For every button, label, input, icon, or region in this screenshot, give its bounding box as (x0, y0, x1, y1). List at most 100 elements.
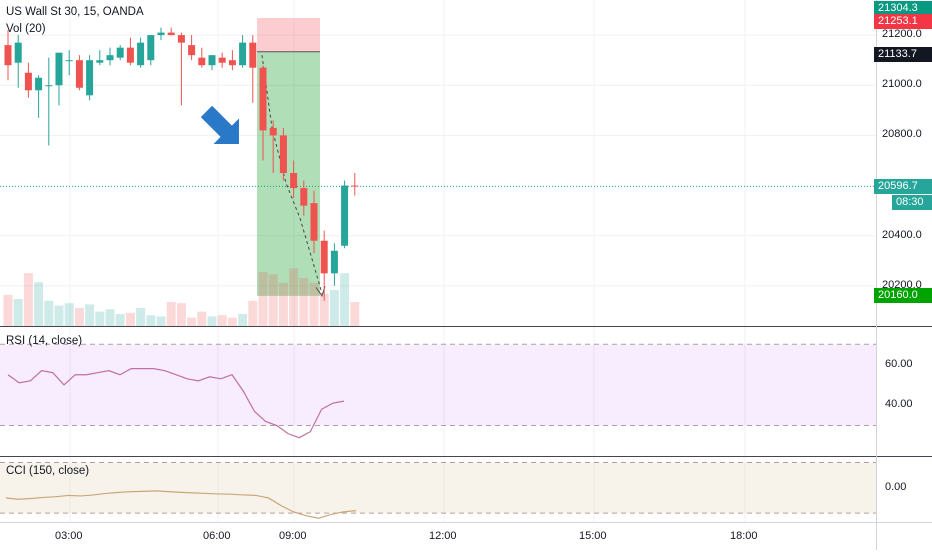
candle-body[interactable] (269, 127, 277, 136)
price-tag-stop[interactable]: 21253.1 (874, 14, 932, 30)
volume-bar (115, 314, 125, 326)
indicator-panes (0, 343, 876, 519)
volume-bar (340, 273, 350, 326)
volume-bar (95, 311, 105, 326)
candle-body[interactable] (300, 188, 308, 206)
volume-bar (3, 294, 13, 326)
arrow-shape (200, 105, 239, 144)
chart-title[interactable]: US Wall St 30, 15, OANDA (6, 6, 144, 18)
candle-body[interactable] (259, 67, 267, 131)
volume-bar (319, 293, 329, 326)
candle-body[interactable] (116, 47, 124, 58)
volume-bar (278, 282, 288, 326)
trend-path (261, 55, 323, 294)
price-tick-label: 21200.0 (882, 28, 922, 41)
rsi-legend[interactable]: RSI (14, close) (6, 335, 83, 347)
rsi-tick-label: 40.00 (885, 398, 913, 411)
candle-body[interactable] (320, 240, 328, 274)
volume-bar (23, 273, 33, 326)
candle-body[interactable] (65, 60, 73, 62)
volume-bar (156, 316, 166, 326)
candle-body[interactable] (239, 42, 247, 66)
arrow-annotation (200, 105, 239, 144)
cci-line (5, 490, 357, 519)
time-tick-label: 09:00 (279, 530, 307, 542)
candle-body[interactable] (45, 85, 53, 87)
candle-body[interactable] (35, 77, 43, 91)
candle-body[interactable] (157, 32, 165, 36)
candle-body[interactable] (96, 60, 104, 63)
candle-body[interactable] (147, 35, 155, 61)
candle-body[interactable] (208, 55, 216, 66)
candle-body[interactable] (228, 60, 236, 66)
stop-loss-zone (257, 18, 320, 52)
candle-body[interactable] (218, 57, 226, 63)
rsi-tick-label: 60.00 (885, 357, 913, 370)
volume-bar (197, 311, 207, 326)
time-tick-label: 06:00 (203, 530, 231, 542)
price-tag-entry[interactable]: 21133.7 (874, 47, 932, 63)
price-tag-target[interactable]: 20160.0 (874, 288, 932, 304)
candle-body[interactable] (14, 42, 22, 63)
volume-bar (13, 299, 23, 326)
price-tag-top[interactable]: 21304.3 (874, 1, 932, 17)
candle-body[interactable] (177, 35, 185, 43)
volume-bar (176, 303, 186, 326)
volume-bar (146, 315, 156, 326)
volume-bar (309, 282, 319, 326)
time-tick-label: 15:00 (579, 530, 607, 542)
candle-body[interactable] (351, 185, 359, 187)
volume-bar (44, 300, 54, 326)
volume-bar (248, 300, 258, 326)
candle-body[interactable] (310, 203, 318, 241)
volume-bar (238, 314, 248, 326)
volume-bar (217, 315, 227, 326)
volume-bar (289, 268, 299, 326)
volume-bar (258, 272, 268, 326)
volume-legend[interactable]: Vol (20) (6, 23, 46, 35)
cci-band (0, 462, 876, 514)
volume-bar (74, 308, 84, 326)
candle-body[interactable] (126, 47, 134, 63)
volume-bar (268, 274, 278, 326)
candle-body[interactable] (188, 45, 196, 56)
candle-body[interactable] (55, 52, 63, 86)
volume-bar (350, 302, 360, 326)
candle-body[interactable] (249, 42, 257, 68)
candle-body[interactable] (330, 250, 338, 274)
cci-legend[interactable]: CCI (150, close) (6, 465, 90, 477)
volume-bars (3, 268, 360, 326)
volume-bar (207, 316, 217, 326)
candle-body[interactable] (279, 135, 287, 174)
candle-body[interactable] (4, 45, 12, 66)
volume-bar (54, 305, 64, 326)
price-tick-label: 21000.0 (882, 78, 922, 91)
candle-body[interactable] (24, 72, 32, 91)
candle-body[interactable] (167, 32, 175, 36)
volume-bar (299, 278, 309, 326)
price-tag-last[interactable]: 20596.7 (874, 178, 932, 194)
price-tick-label: 20800.0 (882, 128, 922, 141)
cci-tick-label: 0.00 (885, 480, 907, 493)
candle-body[interactable] (86, 60, 94, 96)
candle-body[interactable] (290, 173, 298, 189)
candle-body[interactable] (137, 42, 145, 66)
position-zones (257, 18, 326, 298)
price-tick-label: 20400.0 (882, 228, 922, 241)
volume-bar (105, 309, 115, 326)
candle-body[interactable] (198, 57, 206, 66)
candle-body[interactable] (75, 60, 83, 88)
candles[interactable] (4, 27, 359, 301)
price-tag-countdown[interactable]: 08:30 (892, 194, 932, 210)
candle-body[interactable] (341, 185, 349, 246)
volume-bar (227, 317, 237, 326)
blue-arrow-icon (200, 105, 239, 144)
volume-bar (187, 317, 197, 326)
volume-bar (166, 302, 176, 326)
candle-body[interactable] (106, 55, 114, 61)
volume-bar (136, 308, 146, 326)
rsi-line (7, 368, 345, 439)
